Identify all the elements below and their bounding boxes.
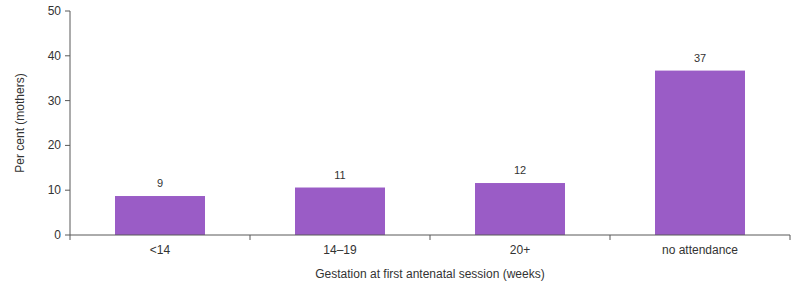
data-label: 9: [157, 177, 163, 189]
y-tick-label: 40: [48, 49, 62, 63]
x-tick: [430, 235, 431, 240]
y-tick: [65, 55, 70, 56]
y-tick: [65, 11, 70, 12]
bar: [475, 183, 565, 235]
x-tick-label: <14: [150, 243, 171, 257]
bar: [115, 196, 205, 235]
x-tick-label: no attendance: [662, 243, 738, 257]
chart-svg: 9 11 12 37 0 10 20 30 40 50 <14 14–19 20+ no attendan…: [0, 0, 800, 295]
y-tick: [65, 190, 70, 191]
data-label: 37: [694, 52, 706, 64]
data-label: 11: [334, 169, 345, 181]
bar: [655, 71, 745, 235]
x-tick: [70, 235, 71, 240]
y-tick: [65, 145, 70, 146]
y-tick-label: 30: [48, 94, 62, 108]
x-tick-label: 20+: [510, 243, 530, 257]
x-tick-label: 14–19: [323, 243, 357, 257]
y-tick-label: 10: [48, 183, 62, 197]
x-tick: [790, 235, 791, 240]
chart-container: 9 11 12 37 0 10 20 30 40 50 <14 14–19 20+ no attendan…: [0, 0, 800, 295]
x-tick: [610, 235, 611, 240]
y-tick: [65, 235, 70, 236]
y-axis-title: Per cent (mothers): [13, 73, 27, 172]
y-tick-label: 0: [54, 228, 61, 242]
y-tick: [65, 100, 70, 101]
y-axis-line: [70, 11, 71, 235]
bars: [115, 71, 745, 235]
bar: [295, 188, 385, 235]
y-tick-label: 50: [48, 4, 62, 18]
data-label: 12: [514, 164, 526, 176]
x-tick: [250, 235, 251, 240]
x-axis-title: Gestation at first antenatal session (we…: [315, 267, 544, 281]
y-tick-label: 20: [48, 138, 62, 152]
